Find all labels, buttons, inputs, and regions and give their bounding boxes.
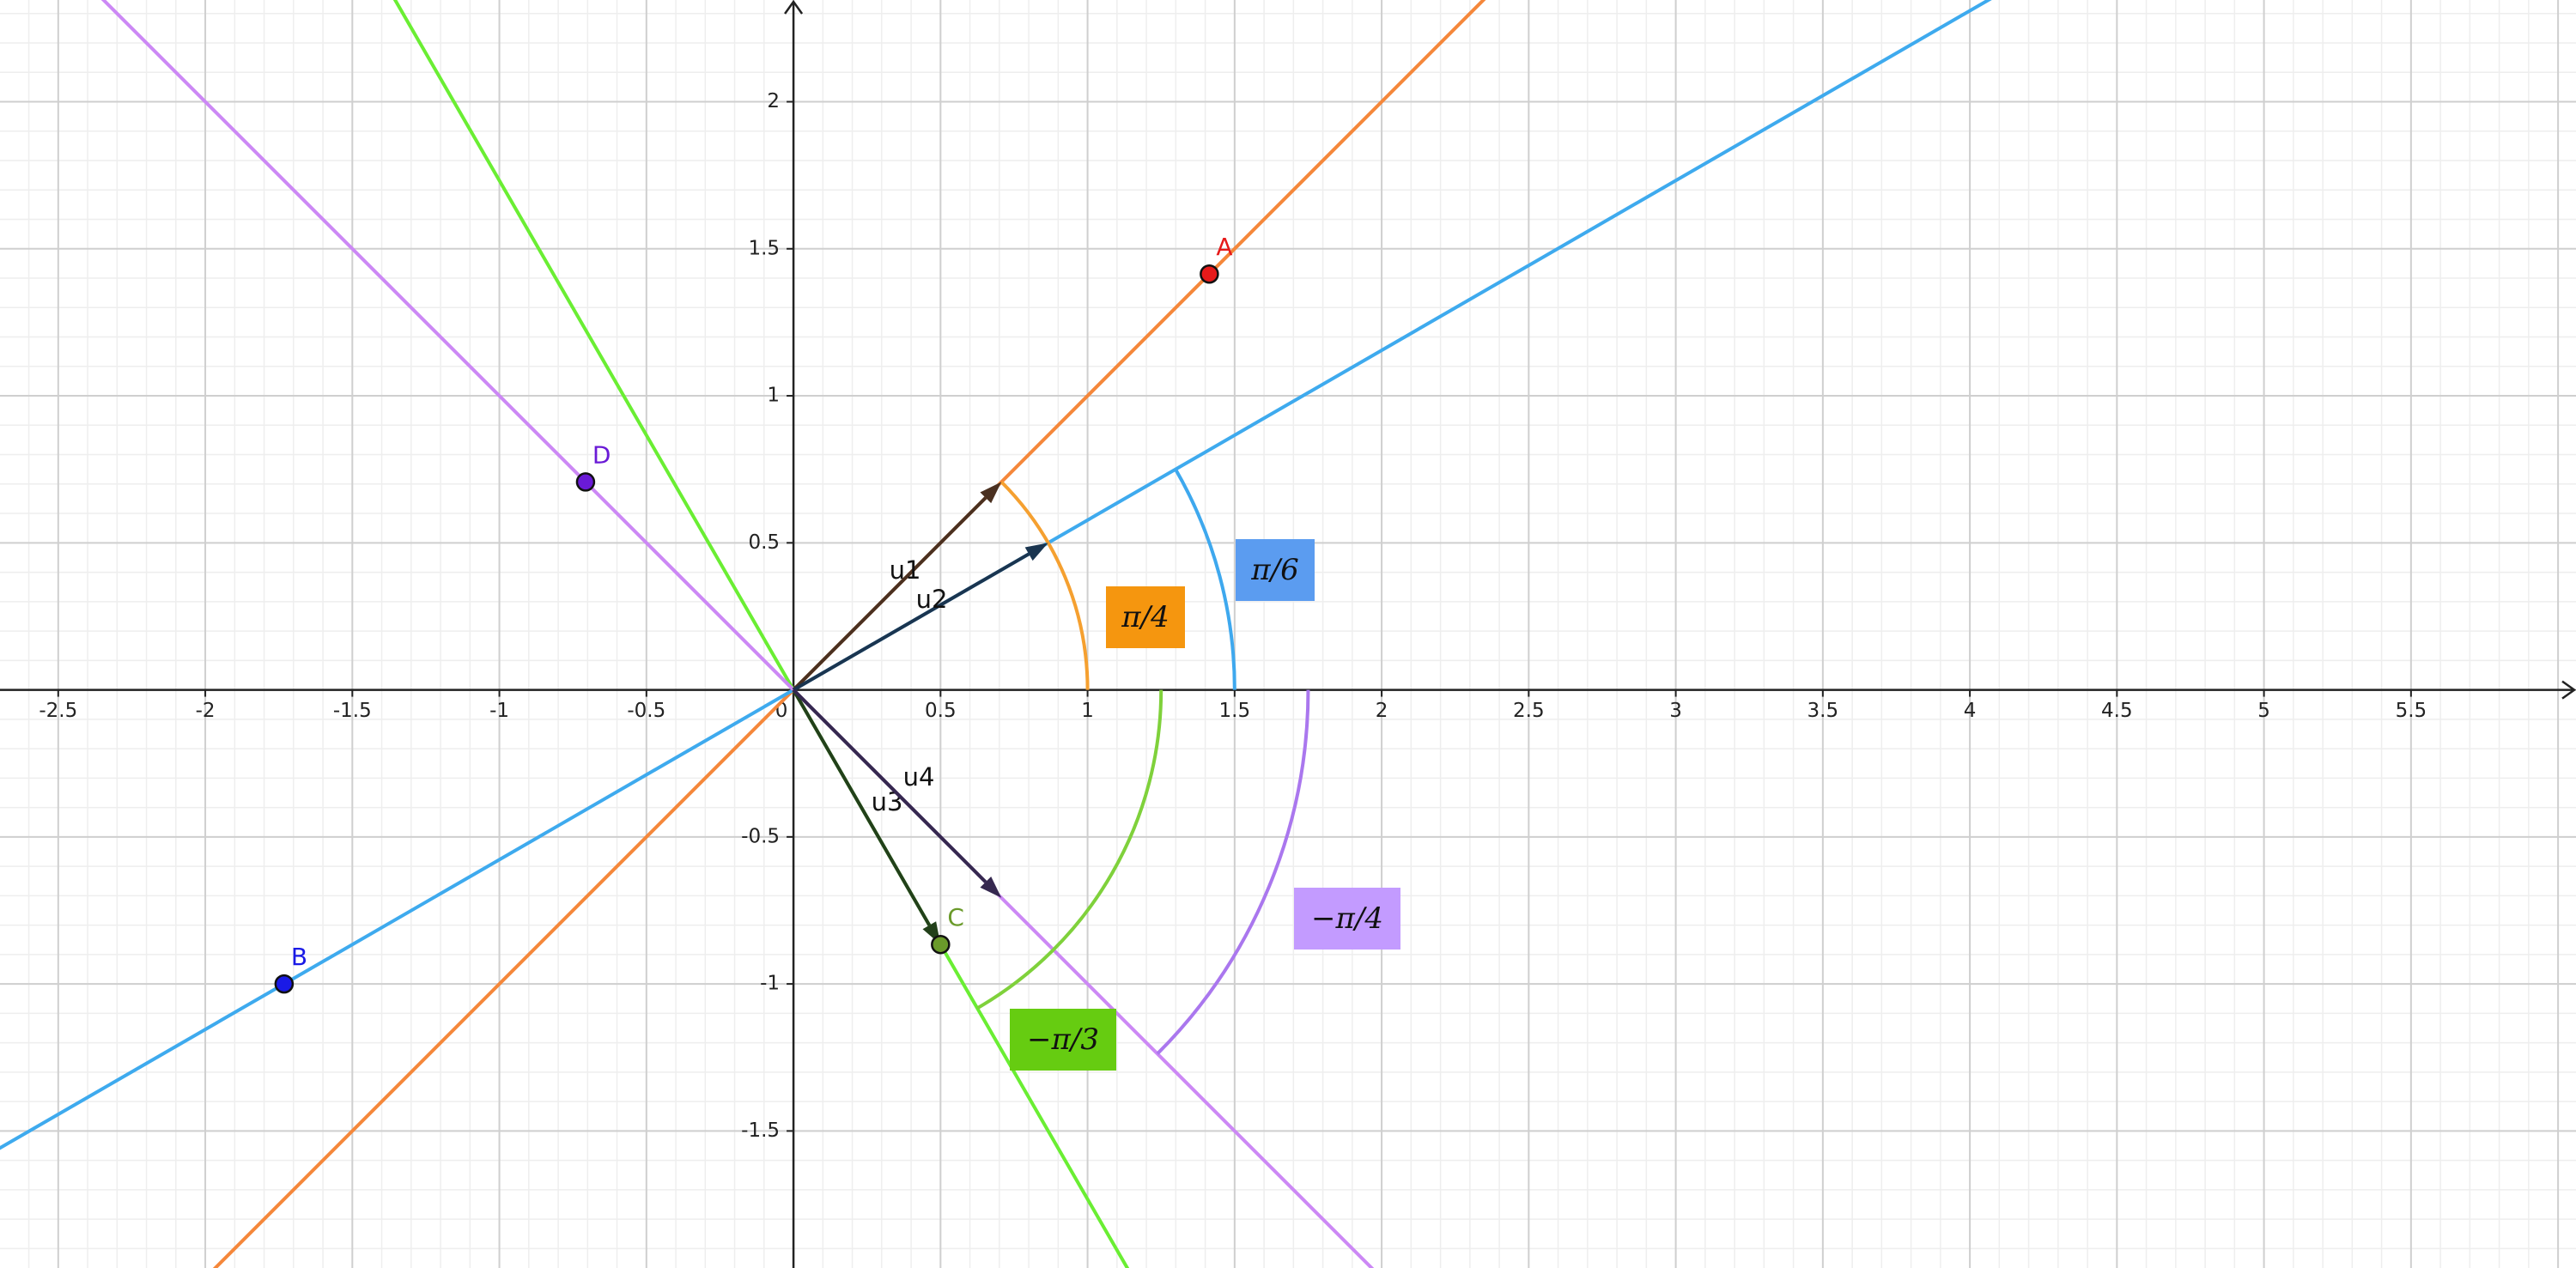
x-axis-arrow: [2561, 680, 2576, 700]
x-tick-label: 2.5: [1513, 700, 1545, 722]
vector-label: u2: [916, 585, 948, 614]
y-tick-label: -0.5: [741, 825, 780, 847]
angle-label: π/6: [1250, 553, 1298, 587]
vector: [792, 689, 932, 926]
y-tick-label: -1.5: [741, 1119, 780, 1142]
point: [931, 934, 951, 955]
x-tick-label: -2.5: [39, 700, 77, 722]
x-tick-label: 0.5: [925, 700, 957, 722]
point-label: A: [1216, 233, 1232, 261]
x-tick-label: -1: [489, 700, 509, 722]
angle-label-box: [1106, 586, 1185, 648]
point-label: D: [592, 440, 611, 469]
y-tick-label: 0.5: [748, 531, 780, 554]
y-tick-label: 2: [767, 90, 780, 112]
point-label: C: [947, 903, 964, 931]
x-tick-label: 3.5: [1807, 700, 1839, 722]
x-tick-label: 3: [1669, 700, 1682, 722]
angle-arc: [976, 689, 1163, 1010]
point: [575, 472, 596, 492]
y-axis-arrow: [784, 0, 804, 15]
x-tick-label: -0.5: [627, 700, 665, 722]
angle-label: −π/4: [1311, 901, 1383, 936]
angle-arc: [1174, 468, 1236, 690]
angle-arc: [1156, 689, 1310, 1055]
point: [1200, 264, 1219, 284]
x-tick-label: 2: [1376, 700, 1388, 722]
vector-head: [980, 482, 1002, 504]
point-label: B: [291, 943, 307, 971]
vector-head: [1024, 543, 1048, 561]
angle-label: −π/3: [1027, 1022, 1099, 1057]
x-tick-label: 5: [2257, 700, 2270, 722]
vector-head: [980, 877, 1002, 898]
angle-arc: [999, 480, 1090, 690]
vector: [793, 552, 1030, 692]
angle-label-box: [1236, 539, 1315, 601]
x-tick-label: -1.5: [333, 700, 372, 722]
x-tick-label: 4: [1964, 700, 1977, 722]
vector: [792, 689, 987, 883]
vector-label: u3: [872, 787, 903, 816]
x-tick-label: 4.5: [2101, 700, 2133, 722]
angle-label-box: [1294, 888, 1400, 949]
vector-label: u1: [890, 555, 921, 585]
y-tick-label: 1: [767, 385, 780, 407]
x-tick-label: 1: [1081, 700, 1094, 722]
x-tick-label: -2: [196, 700, 216, 722]
x-tick-label: 5.5: [2396, 700, 2427, 722]
vector: [792, 496, 987, 691]
y-tick-label: -1: [760, 973, 780, 995]
point: [274, 974, 295, 994]
angle-label: π/4: [1121, 600, 1169, 634]
y-tick-label: 1.5: [748, 237, 780, 259]
angle-label-box: [1010, 1009, 1116, 1071]
vector-label: u4: [903, 762, 935, 792]
x-tick-label: 1.5: [1219, 700, 1251, 722]
